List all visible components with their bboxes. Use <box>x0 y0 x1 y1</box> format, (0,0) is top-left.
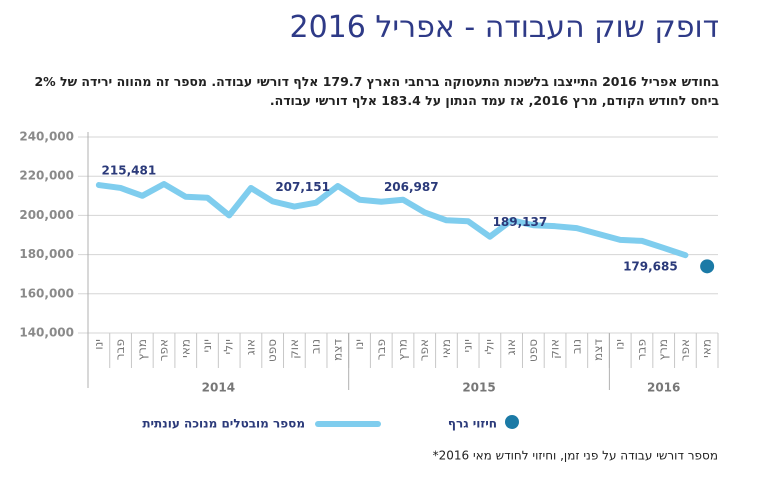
x-tick-label: יוני <box>200 339 214 352</box>
x-group-label: 2015 <box>462 381 495 395</box>
x-tick-label: אפר <box>678 339 692 361</box>
x-tick-label: אפר <box>157 339 171 361</box>
data-line <box>95 181 689 259</box>
x-tick-label: מרץ <box>135 339 149 360</box>
x-tick-label: אפר <box>417 339 431 361</box>
x-tick-label: מרץ <box>396 339 410 360</box>
data-label: 189,137 <box>493 215 548 229</box>
data-label: 207,151 <box>275 180 330 194</box>
legend-swatch <box>505 415 519 429</box>
chart-subtitle: בחודש אפריל 2016 התייצבו בלשכות התעסוקה … <box>34 74 719 108</box>
footnote: *מספר דורשי עבודה על פני זמן, וחיזוי לחו… <box>433 449 718 463</box>
x-tick-label: יולי <box>222 339 236 354</box>
x-tick-label: ספט <box>526 339 540 362</box>
x-tick-label: ינו <box>613 339 627 350</box>
y-tick-label: 220,000 <box>19 169 74 183</box>
data-label: 179,685 <box>623 260 678 274</box>
x-tick-label: נוב <box>569 339 583 354</box>
data-label: 206,987 <box>384 180 439 194</box>
x-tick-label: פבר <box>634 339 648 360</box>
x-tick-label: אוק <box>287 339 301 359</box>
x-tick-label: יוני <box>461 339 475 352</box>
x-tick-label: מאי <box>178 339 192 358</box>
x-tick-label: ספט <box>265 339 279 362</box>
y-tick-label: 160,000 <box>19 286 74 300</box>
y-tick-label: 200,000 <box>19 208 74 222</box>
legend-label: חיזוי גרף <box>448 417 497 431</box>
chart-title: דופק שוק העבודה - אפריל 2016 <box>289 10 719 45</box>
x-tick-label: ינו <box>91 339 105 350</box>
x-tick-label: מרץ <box>656 339 670 360</box>
x-tick-label: ינו <box>352 339 366 350</box>
x-tick-label: אוג <box>504 339 518 355</box>
x-group-label: 2014 <box>202 381 235 395</box>
x-tick-label: מאי <box>439 339 453 358</box>
x-tick-label: אוק <box>548 339 562 359</box>
x-tick-label: דצמ <box>591 339 605 361</box>
legend-label: מספר מובטלים מנוכה עונתית <box>142 417 305 431</box>
x-tick-label: אוג <box>243 339 257 355</box>
x-tick-label: פבר <box>374 339 388 360</box>
y-tick-label: 180,000 <box>19 247 74 261</box>
x-tick-label: פבר <box>113 339 127 360</box>
x-tick-label: דצמ <box>330 339 344 361</box>
x-tick-label: יולי <box>482 339 496 354</box>
x-group-label: 2016 <box>647 381 680 395</box>
forecast-point <box>700 259 715 274</box>
data-label: 215,481 <box>102 164 157 178</box>
x-tick-label: מאי <box>700 339 714 358</box>
y-tick-label: 140,000 <box>19 326 74 340</box>
y-tick-label: 240,000 <box>19 130 74 144</box>
x-tick-label: נוב <box>309 339 323 354</box>
